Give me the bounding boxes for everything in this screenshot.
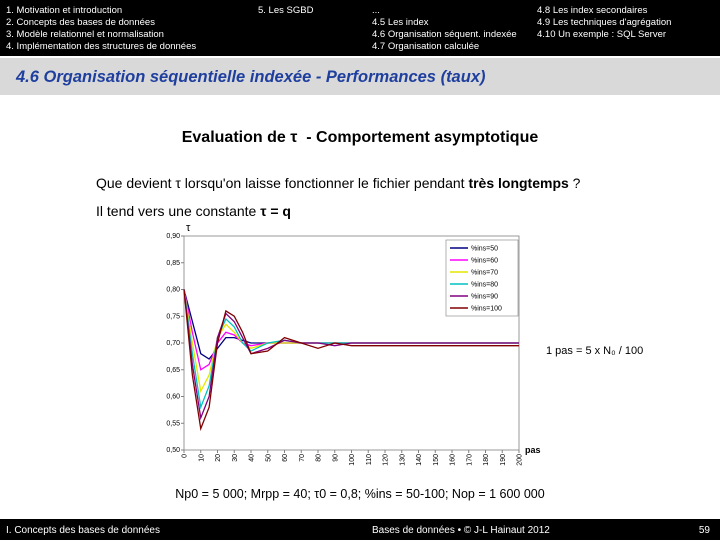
x-tick-label: 70 — [299, 454, 306, 462]
legend-box — [445, 239, 519, 317]
y-tick-label: 0,75 — [166, 313, 180, 320]
y-tick-label: 0,55 — [166, 420, 180, 427]
annotation: 1 pas = 5 x N₀ / 100 — [546, 345, 643, 357]
x-tick-label: 80 — [316, 454, 323, 462]
header-item[interactable]: 4.6 Organisation séquent. indexée — [372, 29, 517, 40]
x-tick-label: 20 — [215, 454, 222, 462]
legend-label: %ins=50 — [471, 246, 498, 253]
page-number: 59 — [699, 525, 711, 536]
x-tick-label: 170 — [466, 454, 473, 466]
header-item[interactable]: ... — [372, 5, 380, 16]
y-axis-label: τ — [186, 222, 191, 234]
x-tick-label: 190 — [500, 454, 507, 466]
x-tick-label: 30 — [232, 454, 239, 462]
y-tick-label: 0,60 — [166, 394, 180, 401]
y-tick-label: 0,90 — [166, 233, 180, 240]
header-item[interactable]: 4.8 Les index secondaires — [537, 5, 648, 16]
x-tick-label: 110 — [366, 454, 373, 465]
header-item[interactable]: 4.9 Les techniques d'agrégation — [537, 17, 671, 28]
y-tick-label: 0,50 — [166, 447, 180, 454]
x-tick-label: 50 — [265, 454, 272, 462]
x-tick-label: 0 — [182, 454, 189, 458]
question: Que devient τ lorsqu'on laisse fonctionn… — [96, 175, 581, 191]
x-tick-label: 140 — [416, 454, 423, 466]
legend-label: %ins=60 — [471, 258, 498, 265]
y-tick-label: 0,85 — [166, 260, 180, 267]
x-tick-label: 10 — [198, 454, 205, 462]
x-tick-label: 200 — [517, 454, 524, 466]
footer-center: Bases de données • © J-L Hainaut 2012 — [372, 525, 550, 536]
header-item[interactable]: 1. Motivation et introduction — [6, 5, 122, 16]
x-tick-label: 90 — [332, 454, 339, 462]
header-item[interactable]: 2. Concepts des bases de données — [6, 17, 155, 28]
header-item[interactable]: 4. Implémentation des structures de donn… — [6, 41, 196, 52]
y-tick-label: 0,65 — [166, 367, 180, 374]
chart: 0,50 0,55 0,60 0,65 0,70 0,75 0,80 0,85 0,90 0 10 2… — [166, 222, 643, 466]
header-item[interactable]: 3. Modèle relationnel et normalisation — [6, 29, 164, 40]
header-item[interactable]: 4.5 Les index — [372, 17, 429, 28]
legend-label: %ins=80 — [471, 282, 498, 289]
footer-left: I. Concepts des bases de données — [6, 525, 160, 536]
x-tick-label: 160 — [450, 454, 457, 466]
x-tick-label: 130 — [399, 454, 406, 466]
answer-part: Il tend vers une constante — [96, 203, 260, 219]
x-tick-label: 60 — [282, 454, 289, 462]
question-part: Que devient τ lorsqu'on laisse fonctionn… — [96, 175, 468, 191]
header-bar — [0, 0, 720, 56]
x-tick-label: 40 — [249, 454, 256, 462]
x-axis-label: pas — [525, 445, 541, 455]
x-tick-label: 180 — [483, 454, 490, 466]
subtitle: Evaluation de τ - Comportement asymptoti… — [182, 129, 539, 146]
question-part: très longtemps — [468, 175, 569, 191]
parameters: Np0 = 5 000; Mrpp = 40; τ0 = 0,8; %ins =… — [175, 487, 544, 501]
question-part: ? — [569, 175, 581, 191]
title-band — [0, 58, 720, 95]
x-tick-label: 100 — [349, 454, 356, 466]
slide-title: 4.6 Organisation séquentielle indexée - … — [15, 68, 486, 86]
header-item[interactable]: 4.10 Un exemple : SQL Server — [537, 29, 666, 40]
header-item[interactable]: 4.7 Organisation calculée — [372, 41, 479, 52]
legend-label: %ins=90 — [471, 294, 498, 301]
x-tick-label: 120 — [383, 454, 390, 466]
series-line — [183, 289, 519, 432]
y-tick-label: 0,70 — [166, 340, 180, 347]
legend-label: %ins=100 — [471, 306, 502, 313]
answer: Il tend vers une constante τ = q — [96, 203, 291, 219]
answer-part: τ = q — [260, 203, 291, 219]
header-item[interactable]: 5. Les SGBD — [258, 5, 314, 16]
legend-label: %ins=70 — [471, 270, 498, 277]
y-tick-label: 0,80 — [166, 287, 180, 294]
footer-bar — [0, 519, 720, 540]
x-tick-label: 150 — [433, 454, 440, 466]
